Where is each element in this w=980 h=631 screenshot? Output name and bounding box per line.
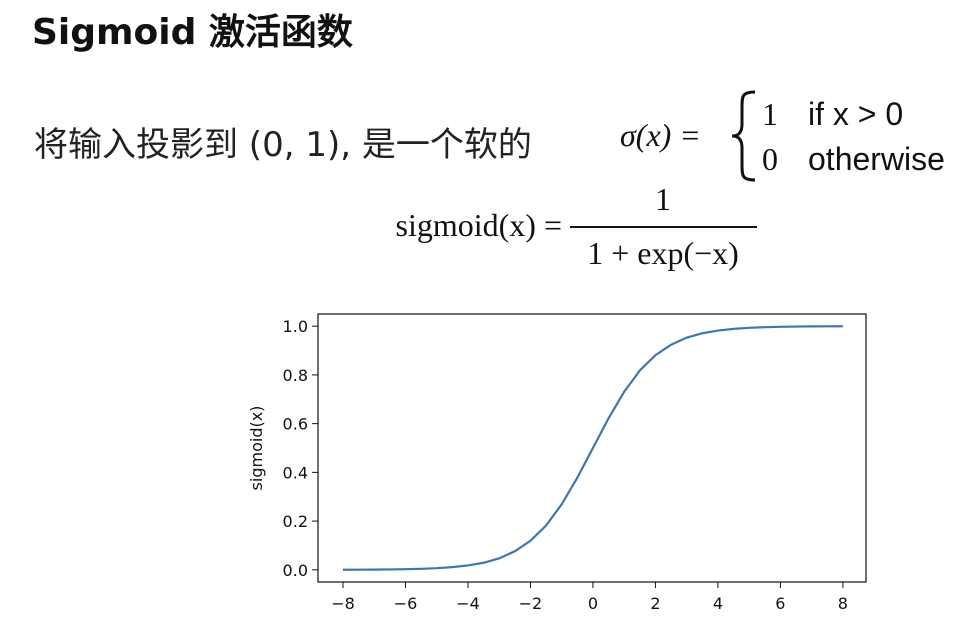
y-tick-label: 0.6 — [283, 415, 308, 434]
y-tick-label: 1.0 — [283, 317, 308, 336]
formula-lhs: σ(x) = — [620, 117, 701, 153]
y-tick-label: 0.8 — [283, 366, 308, 385]
y-axis-label: sigmoid(x) — [247, 406, 266, 491]
x-tick-label: 4 — [713, 594, 723, 613]
chart: 0.0 0.2 0.4 0.6 0.8 1.0 −8 −6 −4 −2 0 2 4 6 8 x sigmoid(… — [247, 313, 867, 631]
y-tick-label: 0.2 — [283, 512, 308, 531]
y-tick-label: 0.4 — [283, 463, 308, 482]
case-value: 0 — [762, 141, 778, 177]
x-tick-label: −6 — [394, 594, 418, 613]
brace — [731, 90, 756, 182]
slide-title: Sigmoid 激活函数 — [32, 12, 353, 53]
x-axis-label: x — [587, 625, 596, 631]
y-tick-label: 0.0 — [283, 561, 308, 580]
formula-numerator: 1 — [655, 181, 671, 217]
x-tick-label: −4 — [456, 594, 480, 613]
case-condition: otherwise — [808, 141, 945, 177]
plot-frame — [317, 313, 867, 583]
x-tick-label: 2 — [650, 594, 660, 613]
case-value: 1 — [762, 96, 778, 132]
body-text: 将输入投影到 (0, 1), 是一个软的 — [34, 125, 532, 165]
x-tick-label: 8 — [838, 594, 848, 613]
formula-denominator: 1 + exp(−x) — [587, 235, 739, 271]
sigmoid-curve — [342, 325, 843, 571]
case-condition: if x > 0 — [808, 96, 903, 132]
x-tick-label: −2 — [519, 594, 543, 613]
formula-lhs: sigmoid(x) = — [396, 207, 562, 243]
x-tick-label: 0 — [588, 594, 598, 613]
x-tick-label: 6 — [775, 594, 785, 613]
x-tick-label: −8 — [331, 594, 355, 613]
